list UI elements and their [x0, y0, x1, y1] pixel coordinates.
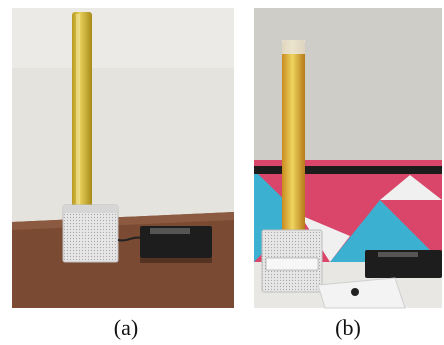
caption: (a): [114, 315, 138, 340]
box-label: [266, 258, 318, 270]
tube: [282, 40, 305, 238]
tube-highlight: [76, 14, 80, 214]
figure: (a) (b): [0, 0, 444, 345]
figure-canvas: (a) (b): [0, 0, 444, 345]
controller-display: [150, 228, 190, 234]
sensor-box: [63, 205, 118, 262]
wall-light: [12, 8, 234, 68]
controller-display: [378, 252, 418, 257]
sensor-box-top: [63, 205, 118, 213]
tube: [72, 12, 92, 217]
component: [351, 288, 359, 296]
caption: (b): [335, 315, 361, 340]
tube-cap: [282, 40, 305, 54]
photo-b: [254, 8, 442, 308]
shadow: [140, 258, 212, 263]
photo-a: [12, 8, 234, 308]
